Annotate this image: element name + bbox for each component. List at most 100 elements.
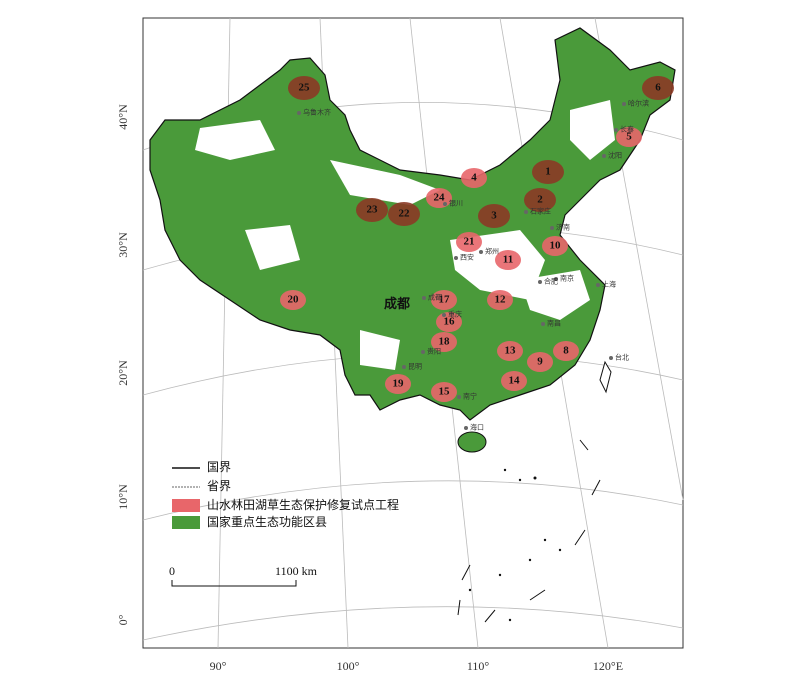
city-dot [550,226,554,230]
region-number: 15 [439,386,451,398]
region-number: 21 [464,236,475,248]
city-dot [609,356,613,360]
city-dot [524,210,528,214]
city-label: 成都 [428,293,442,302]
city-dot [402,365,406,369]
scale-label: 1100 km [275,564,318,578]
city-dot [454,256,458,260]
city-dot [596,283,600,287]
region-number: 19 [393,378,405,390]
legend-label: 国界 [207,460,231,474]
region-number: 10 [550,240,562,252]
pilot-area [385,374,411,394]
lat-label: 10°N [116,484,130,510]
islands [457,439,601,623]
region-number: 13 [505,345,517,357]
region-number: 25 [299,82,311,94]
lon-label: 120°E [593,659,623,673]
region-number: 24 [434,192,446,204]
pilot-area [436,312,462,332]
city-label: 郑州 [485,248,499,256]
city-label: 南宁 [463,392,477,401]
legend-swatch-pilot [172,499,200,512]
pilot-area [461,168,487,188]
region-number: 12 [495,294,507,306]
lat-label: 40°N [116,104,130,130]
pilot-area [487,290,513,310]
region-number: 23 [367,204,379,216]
legend-label: 国家重点生态功能区县 [207,514,327,529]
city-dot [602,154,606,158]
region-number: 16 [444,316,456,328]
city-label: 南京 [560,274,574,283]
city-dot [622,102,626,106]
pilot-area [642,76,674,100]
city-label: 济南 [556,223,570,232]
region-number: 17 [439,294,451,306]
city-label: 乌鲁木齐 [303,108,331,117]
city-label: 长春 [620,125,634,134]
pilot-area [616,127,642,147]
pilot-area [356,198,388,222]
lon-label: 100° [337,659,360,673]
region-number: 4 [471,172,477,184]
hainan [457,431,487,453]
region-number: 11 [503,254,513,266]
city-label: 贵阳 [427,347,441,356]
city-label: 合肥 [544,277,558,286]
region-number: 20 [288,294,300,306]
region-number: 5 [626,131,632,143]
legend-label: 山水林田湖草生态保护修复试点工程 [207,497,399,512]
city-dot [479,250,483,254]
region-number: 22 [399,208,411,220]
pilot-area [532,160,564,184]
city-label: 西安 [460,253,474,262]
city-dot [297,111,301,115]
region-number: 14 [509,375,521,387]
pilot-area [501,371,527,391]
lat-label: 0° [116,614,130,625]
city-label: 上海 [602,280,616,289]
city-label: 台北 [615,353,629,362]
region-number: 18 [439,336,451,348]
lat-label: 30°N [116,232,130,258]
city-label: 哈尔滨 [628,99,649,108]
big-label: 成都 [384,296,410,311]
city-label: 银川 [449,199,463,208]
city-label: 昆明 [408,363,422,371]
region-number: 9 [537,356,543,368]
region-number: 8 [563,345,569,357]
city-label: 石家庄 [530,207,551,216]
city-label: 南昌 [547,319,561,328]
pilot-area [388,202,420,226]
scale-bar [171,580,297,587]
region-number: 1 [545,166,551,178]
city-dot [442,313,446,317]
city-dot [554,277,558,281]
city-dot [422,296,426,300]
city-dot [538,280,542,284]
pilot-area [497,341,523,361]
pilot-area [542,236,568,256]
city-label: 重庆 [448,310,462,319]
pilot-area [524,188,556,212]
city-dot [541,322,545,326]
pilot-area [553,341,579,361]
taiwan [599,360,612,394]
region-number: 6 [655,82,661,94]
pilot-area [495,250,521,270]
city-dot [614,128,618,132]
city-dot [443,202,447,206]
city-dot [464,426,468,430]
region-number: 3 [491,210,497,222]
region-number: 2 [537,194,543,206]
pilot-area [527,352,553,372]
city-label: 海口 [470,423,484,432]
lat-label: 20°N [116,360,130,386]
legend-label: 省界 [207,479,231,493]
legend-swatch-function [172,516,200,529]
city-dot [421,350,425,354]
pilot-area [280,290,306,310]
pilot-area [431,382,457,402]
